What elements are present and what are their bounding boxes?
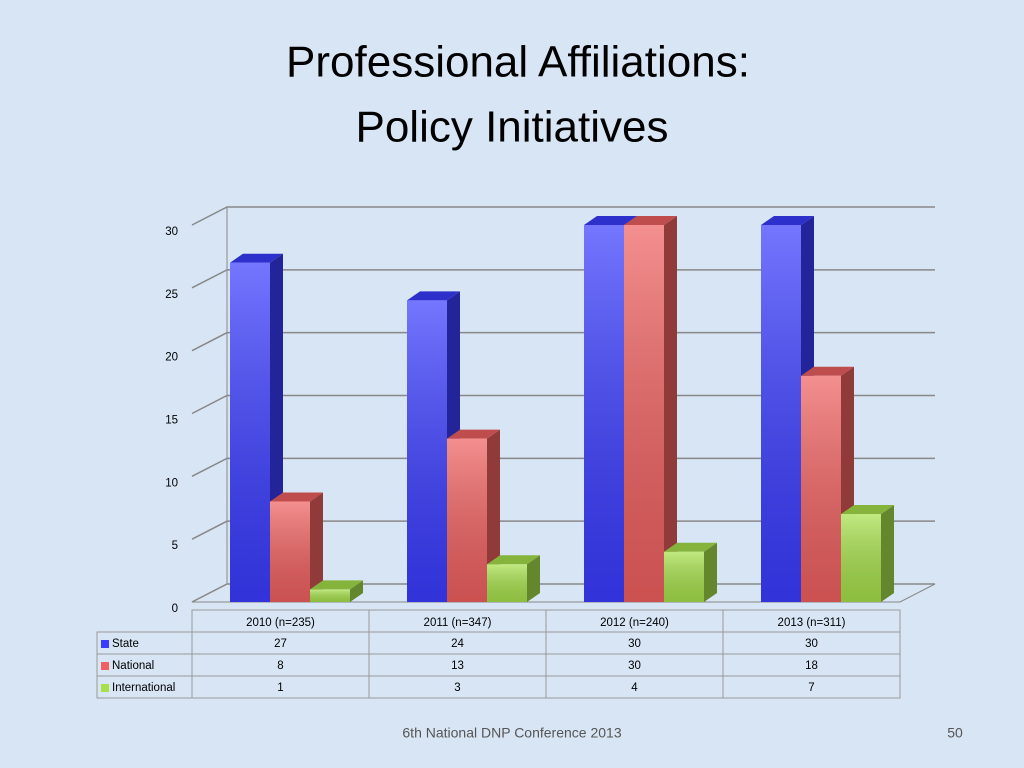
bar-side [527, 555, 540, 602]
bar-shade [841, 514, 881, 602]
x-tick-label: 2012 (n=240) [600, 617, 669, 629]
legend-label: International [112, 682, 175, 694]
bar-top [487, 555, 540, 565]
bar-shade [624, 225, 664, 602]
y-tick-label: 5 [172, 540, 178, 552]
table-value: 27 [274, 638, 287, 650]
chart: 0 5 10 15 20 25 30 2010 (n=235) 2011 (n=347) 2012… [96, 206, 936, 699]
bar-top [270, 492, 323, 502]
table-value: 30 [628, 660, 641, 672]
bar-shade [270, 501, 310, 602]
table-value: 8 [277, 660, 283, 672]
bar-shade [487, 564, 527, 602]
y-tick-label: 20 [165, 352, 178, 364]
page-number: 50 [947, 725, 963, 741]
bar-side [310, 492, 323, 602]
legend-swatch [101, 662, 109, 670]
legend-swatch [101, 684, 109, 692]
legend-label: State [112, 638, 139, 650]
footer-text: 6th National DNP Conference 2013 [402, 725, 621, 741]
bar-shade [761, 225, 801, 602]
bar-top [310, 580, 363, 590]
bar-side [664, 216, 677, 602]
table-value: 24 [451, 638, 464, 650]
slide-title: Professional Affiliations: [286, 38, 750, 87]
bar-shade [447, 438, 487, 602]
bar-shade [230, 262, 270, 602]
table-value: 3 [454, 682, 460, 694]
y-tick-label: 0 [172, 603, 178, 615]
bar-side [704, 542, 717, 602]
x-tick-label: 2010 (n=235) [246, 617, 315, 629]
data-table: 2010 (n=235) 2011 (n=347) 2012 (n=240) 2013… [96, 609, 901, 699]
bar-top [801, 366, 854, 376]
table-value: 13 [451, 660, 464, 672]
table-value: 30 [805, 638, 818, 650]
bar-top [761, 216, 814, 225]
bar-shade [584, 225, 624, 602]
bar-top [447, 429, 500, 439]
bar-top [407, 291, 460, 301]
legend-swatch [101, 640, 109, 648]
slide-subtitle: Policy Initiatives [355, 103, 668, 152]
bar-shade [310, 589, 350, 602]
table-value: 1 [277, 682, 283, 694]
y-tick-label: 30 [165, 226, 178, 238]
bar-side [881, 505, 894, 602]
y-tick-label: 10 [165, 477, 178, 489]
bar-shade [801, 375, 841, 602]
bar-shade [407, 300, 447, 602]
table-value: 18 [805, 660, 818, 672]
bar-top [230, 253, 283, 263]
x-tick-label: 2011 (n=347) [424, 617, 492, 629]
bar-top [584, 216, 637, 225]
legend-label: National [112, 660, 154, 672]
table-value: 4 [631, 682, 638, 694]
y-tick-label: 15 [165, 415, 178, 427]
y-tick-label: 25 [165, 289, 178, 301]
table-value: 30 [628, 638, 641, 650]
bar-side [350, 580, 363, 602]
bar-top [664, 542, 717, 552]
table-value: 7 [808, 682, 814, 694]
bar-shade [664, 551, 704, 602]
x-tick-label: 2013 (n=311) [778, 617, 846, 629]
bar-top [624, 216, 677, 225]
bar-top [841, 505, 894, 515]
